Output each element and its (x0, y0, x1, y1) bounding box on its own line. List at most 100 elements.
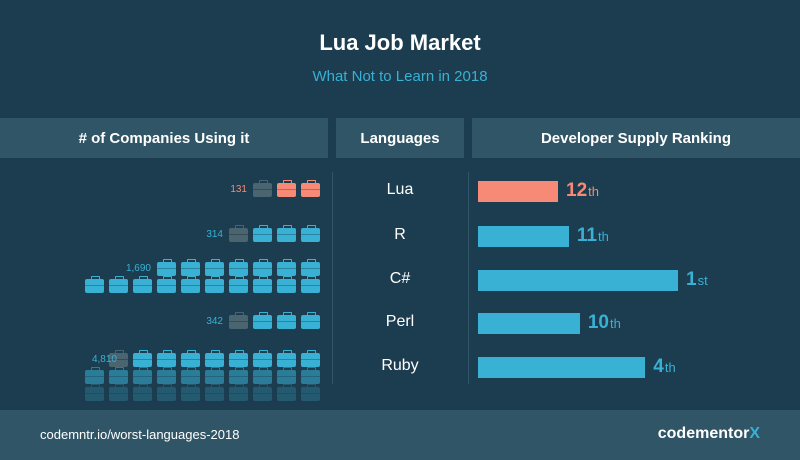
company-count-label: 131 (230, 184, 247, 195)
briefcase-icon (229, 312, 248, 329)
ranking-number: 10 (587, 312, 609, 333)
briefcase-icon (229, 350, 248, 367)
ranking-suffix: th (598, 229, 609, 244)
briefcase-icon (157, 276, 176, 293)
briefcase-icon (253, 367, 272, 384)
ranking-bar (478, 181, 558, 202)
briefcase-icon (301, 312, 320, 329)
briefcase-icon (181, 259, 200, 276)
codementor-logo: codementorX (658, 425, 760, 443)
footer: codemntr.io/worst-languages-2018 codemen… (0, 410, 800, 460)
briefcase-icon (277, 180, 296, 197)
briefcase-icon (229, 384, 248, 401)
ranking-label: 12th (566, 180, 599, 202)
briefcase-icon (229, 276, 248, 293)
language-label: Perl (385, 313, 415, 330)
briefcase-icon (181, 384, 200, 401)
company-count-label: 4,810 (91, 354, 117, 365)
briefcase-icon (133, 384, 152, 401)
briefcase-icon (229, 225, 248, 242)
briefcase-icon (301, 384, 320, 401)
language-label: C# (389, 270, 411, 287)
briefcase-icon (253, 276, 272, 293)
briefcase-icon (181, 276, 200, 293)
language-label: R (394, 226, 406, 243)
briefcase-icon (301, 225, 320, 242)
ranking-suffix: th (588, 184, 599, 199)
briefcase-icon (301, 367, 320, 384)
briefcase-icon (253, 312, 272, 329)
briefcase-icon (301, 350, 320, 367)
ranking-suffix: st (697, 273, 708, 288)
ranking-bar (478, 313, 580, 334)
column-divider-left (332, 172, 333, 384)
company-count-pictograph: 131 314 1,690 342 4,810 (0, 0, 330, 410)
briefcase-icon (157, 384, 176, 401)
ranking-number: 12 (566, 180, 588, 201)
ranking-number: 1 (686, 269, 697, 290)
ranking-label: 10th (588, 312, 621, 334)
briefcase-icon (109, 350, 128, 367)
briefcase-icon (277, 350, 296, 367)
briefcase-icon (301, 180, 320, 197)
ranking-label: 4th (653, 356, 675, 378)
ranking-suffix: th (609, 316, 621, 331)
briefcase-icon (133, 350, 152, 367)
briefcase-icon (157, 367, 176, 384)
chart-title: Lua Job Market (319, 30, 481, 55)
ranking-suffix: th (664, 360, 676, 375)
ranking-label: 1st (686, 269, 708, 291)
supply-ranking-column-header: Developer Supply Ranking (472, 118, 800, 158)
briefcase-icon (277, 384, 296, 401)
briefcase-icon (253, 350, 272, 367)
briefcase-icon (85, 384, 104, 401)
briefcase-icon (253, 225, 272, 242)
briefcase-icon (253, 384, 272, 401)
ranking-number: 11 (576, 225, 597, 246)
ranking-label: 11th (577, 225, 609, 247)
briefcase-icon (253, 259, 272, 276)
ranking-bar (478, 226, 569, 247)
briefcase-icon (205, 350, 224, 367)
briefcase-icon (205, 384, 224, 401)
company-count-label: 342 (206, 316, 223, 327)
briefcase-icon (181, 350, 200, 367)
briefcase-icon (85, 367, 104, 384)
chart-subtitle: What Not to Learn in 2018 (312, 68, 488, 85)
briefcase-icon (277, 367, 296, 384)
briefcase-icon (277, 276, 296, 293)
briefcase-icon (229, 367, 248, 384)
briefcase-icon (277, 312, 296, 329)
ranking-bar (478, 357, 646, 378)
briefcase-icon (301, 259, 320, 276)
briefcase-icon (133, 276, 152, 293)
languages-column-header: Languages (336, 118, 464, 158)
ranking-bar (478, 270, 678, 291)
column-divider-right (468, 172, 469, 384)
briefcase-icon (301, 276, 320, 293)
briefcase-icon (277, 259, 296, 276)
ranking-number: 4 (653, 356, 664, 377)
language-label: Ruby (381, 357, 419, 374)
company-count-label: 314 (206, 229, 223, 240)
briefcase-icon (277, 225, 296, 242)
briefcase-icon (205, 367, 224, 384)
briefcase-icon (181, 367, 200, 384)
language-label: Lua (386, 181, 414, 198)
footer-url[interactable]: codemntr.io/worst-languages-2018 (40, 427, 240, 442)
companies-column-header: # of Companies Using it (0, 118, 328, 158)
briefcase-icon (205, 259, 224, 276)
company-count-label: 1,690 (125, 263, 151, 274)
briefcase-icon (229, 259, 248, 276)
logo-x: X (749, 425, 760, 442)
briefcase-icon (85, 276, 104, 293)
briefcase-icon (109, 367, 128, 384)
briefcase-icon (253, 180, 272, 197)
logo-text: codementor (657, 425, 750, 442)
briefcase-icon (157, 259, 176, 276)
briefcase-icon (205, 276, 224, 293)
briefcase-icon (109, 384, 128, 401)
briefcase-icon (157, 350, 176, 367)
briefcase-icon (109, 276, 128, 293)
briefcase-icon (133, 367, 152, 384)
